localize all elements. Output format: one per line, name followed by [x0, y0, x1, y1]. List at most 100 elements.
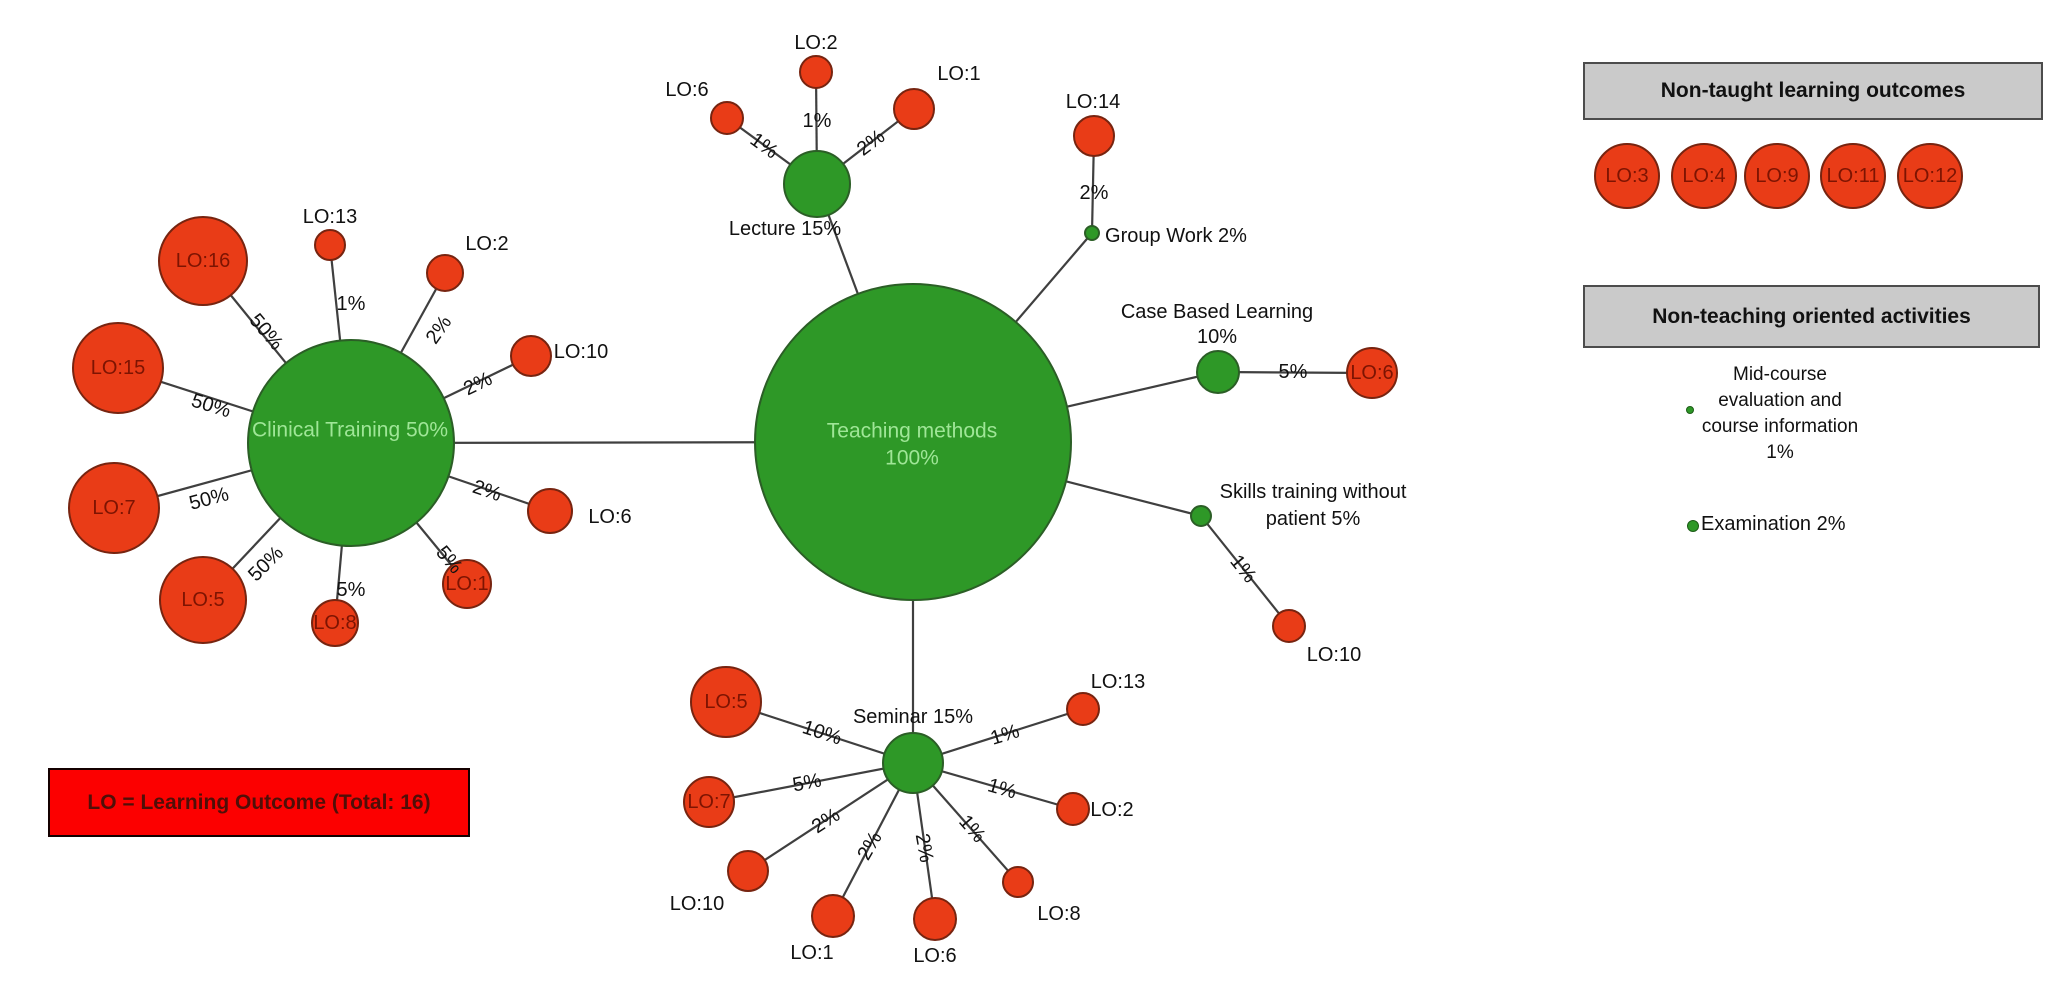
node-lecture: [783, 150, 851, 218]
node-sem-lo7: [683, 776, 735, 828]
node-skills: [1190, 505, 1212, 527]
node-label-teaching-0: Teaching methods: [827, 420, 997, 443]
node-label-case-0: Case Based Learning: [1121, 301, 1313, 323]
node-label-sem-lo10: LO:10: [670, 893, 724, 915]
node-label-ct-lo7: LO:7: [92, 497, 135, 519]
edge-label-clinical-lo13: 1%: [337, 293, 366, 315]
node-label-sem-lo2: LO:2: [1090, 799, 1133, 821]
node-label-sem-lo13: LO:13: [1091, 671, 1145, 693]
node-ct-lo2: [426, 254, 464, 292]
edge-skills-lo10: [1200, 515, 1290, 627]
node-lec-lo2: [799, 55, 833, 89]
non-taught-lo4-circle: LO:4: [1671, 143, 1737, 209]
edge-label-clinical-lo6: 2%: [470, 476, 505, 506]
node-label-lecture: Lecture 15%: [729, 218, 842, 240]
node-sk-lo10: [1272, 609, 1306, 643]
edge-label-seminar-lo5: 10%: [800, 716, 845, 749]
non-taught-lo3-label: LO:3: [1605, 164, 1649, 187]
node-lec-lo6: [710, 101, 744, 135]
node-label-teaching-1: 100%: [885, 447, 939, 470]
edge-label-seminar-lo1: 2%: [853, 828, 887, 864]
node-label-seminar: Seminar 15%: [853, 706, 973, 728]
non-taught-outcomes-box: Non-taught learning outcomes: [1583, 62, 2043, 120]
node-label-sem-lo1: LO:1: [790, 942, 833, 964]
edge-label-case-lo6: 5%: [1279, 361, 1308, 383]
node-label-groupwork: Group Work 2%: [1105, 225, 1247, 247]
node-label-ct-lo15: LO:15: [91, 357, 145, 379]
edge-label-lecture-lo6: 1%: [746, 129, 782, 164]
node-label-cb-lo6: LO:6: [1350, 362, 1393, 384]
node-label-ct-lo1: LO:1: [445, 573, 488, 595]
node-case: [1196, 350, 1240, 394]
node-label-clinical: Clinical Training 50%: [252, 419, 448, 442]
edge-label-clinical-lo10: 2%: [460, 368, 496, 401]
node-sem-lo5: [690, 666, 762, 738]
edge-label-seminar-lo2: 1%: [985, 774, 1019, 803]
node-label-skills-0: Skills training without: [1220, 481, 1407, 503]
node-ct-lo10: [510, 335, 552, 377]
edge-label-clinical-lo16: 50%: [245, 310, 288, 355]
node-teaching: [754, 283, 1072, 601]
examination-dot-icon: [1687, 520, 1699, 532]
node-ct-lo1: [442, 559, 492, 609]
midcourse-dot-icon: [1686, 406, 1694, 414]
node-sem-lo10: [727, 850, 769, 892]
node-label-sem-lo8: LO:8: [1037, 903, 1080, 925]
non-teaching-activities-box: Non-teaching oriented activities: [1583, 285, 2040, 348]
edge-seminar-lo10: [747, 762, 914, 872]
node-label-sem-lo6: LO:6: [913, 945, 956, 967]
non-taught-lo3-circle: LO:3: [1594, 143, 1660, 209]
node-label-ct-lo2: LO:2: [465, 233, 508, 255]
node-sem-lo6: [913, 897, 957, 941]
node-clinical: [247, 339, 455, 547]
node-label-ct-lo13: LO:13: [303, 206, 357, 228]
node-label-lec-lo1: LO:1: [937, 63, 980, 85]
node-ct-lo7: [68, 462, 160, 554]
node-sem-lo8: [1002, 866, 1034, 898]
node-label-ct-lo6: LO:6: [588, 506, 631, 528]
node-lec-lo1: [893, 88, 935, 130]
edge-label-clinical-lo2: 2%: [422, 312, 457, 348]
node-label-ct-lo16: LO:16: [176, 250, 230, 272]
non-taught-lo11-circle: LO:11: [1820, 143, 1886, 209]
non-taught-lo9-label: LO:9: [1755, 164, 1799, 187]
node-ct-lo16: [158, 216, 248, 306]
non-taught-outcomes-title: Non-taught learning outcomes: [1660, 79, 1966, 102]
node-label-lec-lo2: LO:2: [794, 32, 837, 54]
edge-label-clinical-lo15: 50%: [189, 390, 234, 423]
node-gw-lo14: [1073, 115, 1115, 157]
node-ct-lo6: [527, 488, 573, 534]
node-ct-lo15: [72, 322, 164, 414]
node-label-sem-lo7: LO:7: [687, 791, 730, 813]
edge-label-skills-lo10: 1%: [1225, 551, 1260, 587]
edge-seminar-lo7: [708, 761, 914, 804]
non-teaching-activities-title: Non-teaching oriented activities: [1652, 304, 1971, 328]
node-label-lec-lo6: LO:6: [665, 79, 708, 101]
edge-label-lecture-lo2: 1%: [803, 110, 832, 132]
node-groupwork: [1084, 225, 1100, 241]
midcourse-evaluation-label: Mid-course evaluation and course informa…: [1701, 364, 1859, 463]
edge-label-seminar-lo6: 2%: [911, 832, 938, 865]
edge-label-seminar-lo13: 1%: [988, 720, 1022, 750]
node-sem-lo1: [811, 894, 855, 938]
node-ct-lo5: [159, 556, 247, 644]
node-sem-lo2: [1056, 792, 1090, 826]
node-label-case-1: 10%: [1197, 326, 1237, 348]
non-taught-lo12-circle: LO:12: [1897, 143, 1963, 209]
node-label-sk-lo10: LO:10: [1307, 644, 1361, 666]
edge-label-seminar-lo7: 5%: [791, 769, 824, 796]
lo-legend-box: LO = Learning Outcome (Total: 16): [48, 768, 470, 837]
lo-legend-text: LO = Learning Outcome (Total: 16): [87, 790, 431, 814]
edge-label-clinical-lo8: 5%: [337, 579, 366, 601]
non-taught-lo11-label: LO:11: [1826, 164, 1880, 187]
node-label-gw-lo14: LO:14: [1066, 91, 1120, 113]
node-label-sem-lo5: LO:5: [704, 691, 747, 713]
edge-label-seminar-lo10: 2%: [808, 804, 844, 838]
examination-label: Examination 2%: [1701, 513, 1846, 535]
non-taught-lo12-label: LO:12: [1902, 164, 1958, 187]
node-cb-lo6: [1346, 347, 1398, 399]
non-taught-lo4-label: LO:4: [1682, 164, 1726, 187]
node-ct-lo8: [311, 599, 359, 647]
